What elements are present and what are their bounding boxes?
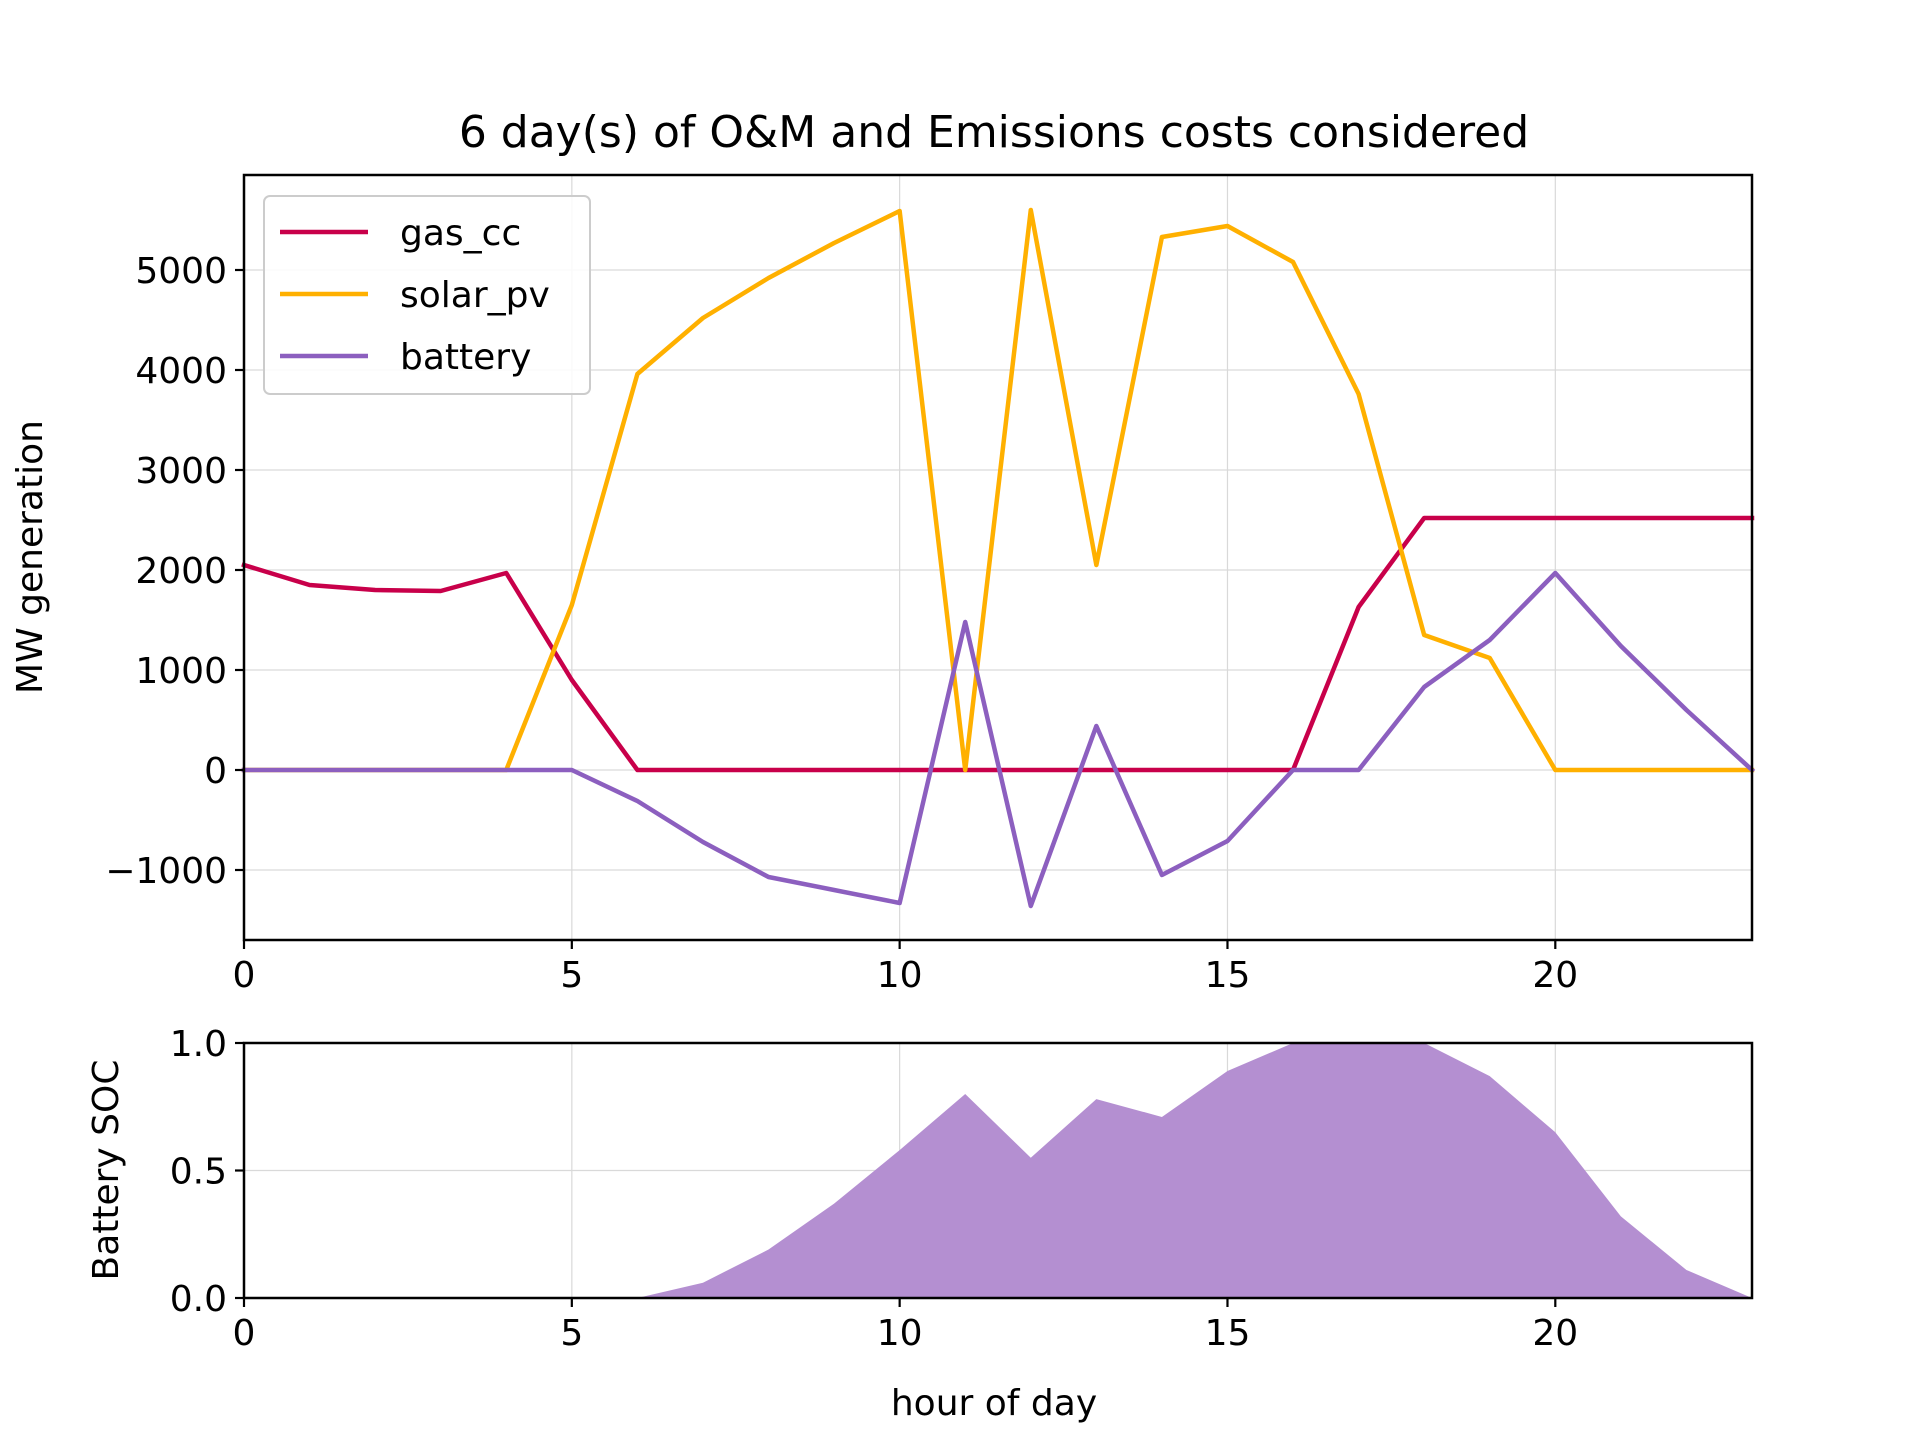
main-y-tick-label: 5000 [135,251,227,292]
legend-box [263,195,591,395]
soc-y-axis-label: Battery SOC [86,1059,127,1280]
soc-panel: 0 5 10 15 20 0.0 0.5 1.0 Battery SOC hour of da… [86,1024,1754,1424]
soc-x-tick-label: 5 [560,1313,583,1354]
main-y-tick-label: 1000 [135,651,227,692]
main-ticks: 0 5 10 15 20 −1000 0 1000 2000 3000 4000 5000 [105,251,1578,996]
main-y-tick-label: 4000 [135,351,227,392]
main-chart-title: 6 day(s) of O&M and Emissions costs cons… [459,107,1529,158]
soc-y-tick-label: 1.0 [170,1024,227,1065]
legend-label-battery: battery [400,337,531,378]
main-y-axis-label: MW generation [10,420,51,694]
main-x-tick-label: 5 [560,955,583,996]
soc-ticks: 0 5 10 15 20 0.0 0.5 1.0 [170,1024,1578,1354]
legend-label-gas_cc: gas_cc [400,213,521,254]
legend-label-solar_pv: solar_pv [400,275,550,316]
main-y-tick-label: 0 [204,751,227,792]
soc-x-axis-label: hour of day [891,1383,1097,1424]
main-x-tick-label: 20 [1532,955,1578,996]
main-x-tick-label: 10 [877,955,923,996]
series-line-battery [241,570,1756,909]
main-plot-area [241,207,1756,909]
soc-area [244,1043,1752,1298]
main-panel: 6 day(s) of O&M and Emissions costs cons… [10,107,1756,996]
main-y-tick-label: −1000 [105,851,227,892]
main-axes-frame [242,173,1754,942]
soc-y-tick-label: 0.5 [170,1152,227,1193]
soc-x-tick-label: 20 [1532,1313,1578,1354]
soc-y-tick-label: 0.0 [170,1279,227,1320]
main-y-tick-label: 2000 [135,551,227,592]
soc-x-tick-label: 0 [233,1313,256,1354]
main-x-tick-label: 0 [233,955,256,996]
soc-x-tick-label: 10 [877,1313,923,1354]
main-x-tick-label: 15 [1205,955,1251,996]
soc-x-tick-label: 15 [1205,1313,1251,1354]
soc-plot-area [244,1043,1752,1298]
main-y-tick-label: 3000 [135,451,227,492]
